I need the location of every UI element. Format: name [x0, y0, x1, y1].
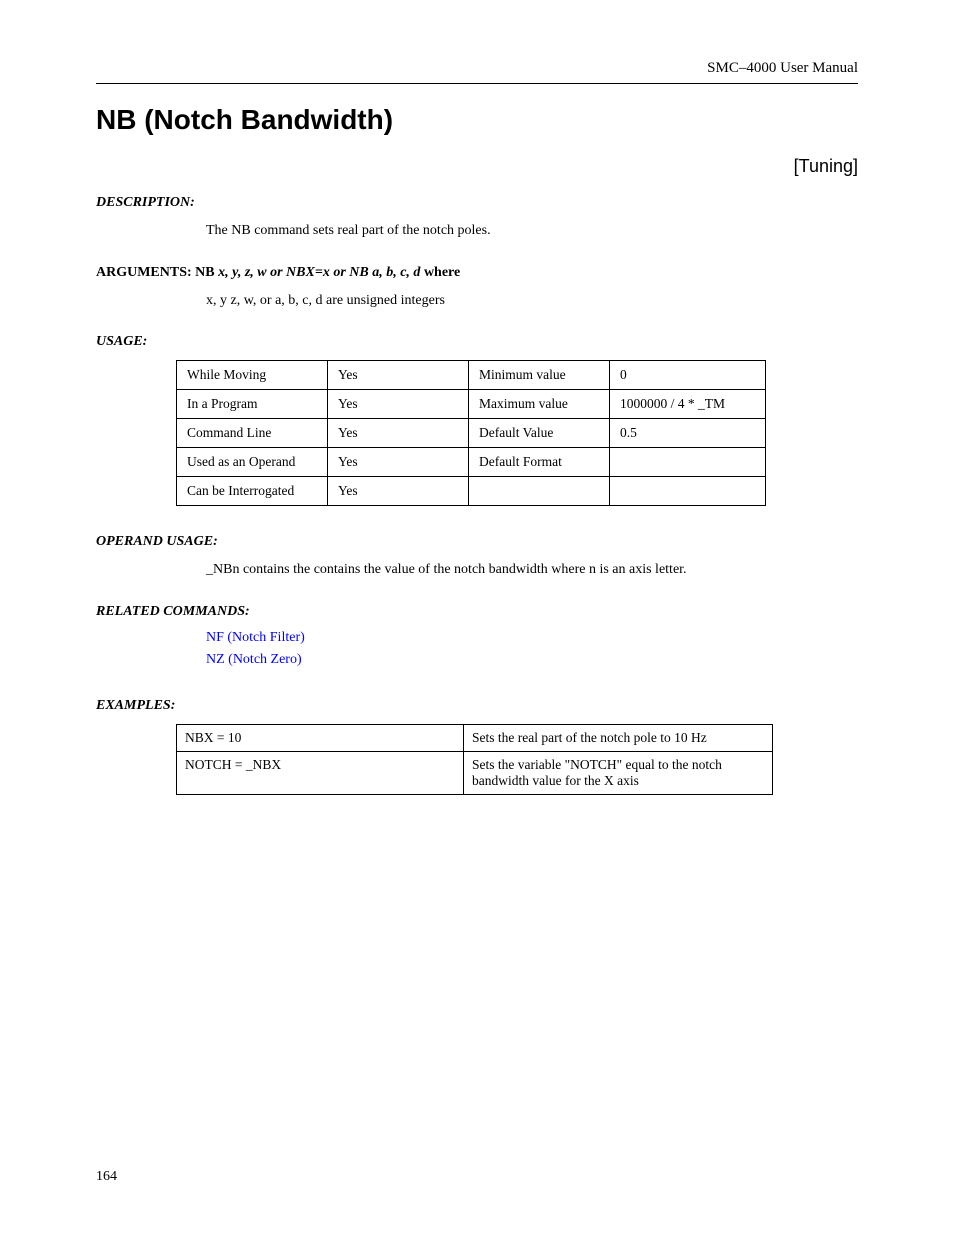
usage-label: USAGE:: [96, 334, 858, 350]
table-row: NOTCH = _NBX Sets the variable "NOTCH" e…: [177, 751, 773, 794]
table-cell: Default Value: [469, 419, 610, 448]
table-cell: [469, 477, 610, 506]
table-cell: NOTCH = _NBX: [177, 751, 464, 794]
table-cell: Used as an Operand: [177, 448, 328, 477]
usage-table: While Moving Yes Minimum value 0 In a Pr…: [176, 360, 766, 506]
arguments-lead: ARGUMENTS: NB: [96, 265, 218, 280]
table-cell: While Moving: [177, 361, 328, 390]
table-row: In a Program Yes Maximum value 1000000 /…: [177, 390, 766, 419]
table-cell: Yes: [328, 361, 469, 390]
description-body: The NB command sets real part of the not…: [206, 221, 858, 241]
header-rule: [96, 83, 858, 84]
table-cell: Can be Interrogated: [177, 477, 328, 506]
table-cell: Sets the variable "NOTCH" equal to the n…: [464, 751, 773, 794]
page-container: SMC–4000 User Manual NB (Notch Bandwidth…: [0, 0, 954, 1235]
examples-label: EXAMPLES:: [96, 698, 858, 714]
table-cell: Minimum value: [469, 361, 610, 390]
command-category: [Tuning]: [96, 156, 858, 177]
header-manual-title: SMC–4000 User Manual: [96, 60, 858, 77]
table-cell: Yes: [328, 390, 469, 419]
related-link-nz[interactable]: NZ (Notch Zero): [206, 652, 858, 668]
table-row: Used as an Operand Yes Default Format: [177, 448, 766, 477]
table-row: While Moving Yes Minimum value 0: [177, 361, 766, 390]
table-cell: In a Program: [177, 390, 328, 419]
related-commands-label: RELATED COMMANDS:: [96, 604, 858, 620]
table-cell: [610, 448, 766, 477]
arguments-label: ARGUMENTS: NB x, y, z, w or NBX=x or NB …: [96, 265, 858, 281]
table-cell: [610, 477, 766, 506]
arguments-body: x, y z, w, or a, b, c, d are unsigned in…: [206, 291, 858, 311]
table-cell: Sets the real part of the notch pole to …: [464, 724, 773, 751]
table-row: Can be Interrogated Yes: [177, 477, 766, 506]
table-cell: 0.5: [610, 419, 766, 448]
table-row: NBX = 10 Sets the real part of the notch…: [177, 724, 773, 751]
arguments-italic: x, y, z, w or NBX=x or NB a, b, c, d: [218, 265, 420, 280]
page-number: 164: [96, 1169, 117, 1185]
table-cell: Yes: [328, 419, 469, 448]
table-cell: Default Format: [469, 448, 610, 477]
arguments-trail: where: [420, 265, 460, 280]
table-cell: NBX = 10: [177, 724, 464, 751]
table-cell: Command Line: [177, 419, 328, 448]
examples-table: NBX = 10 Sets the real part of the notch…: [176, 724, 773, 795]
table-cell: Maximum value: [469, 390, 610, 419]
related-link-nf[interactable]: NF (Notch Filter): [206, 630, 858, 646]
table-cell: 0: [610, 361, 766, 390]
table-row: Command Line Yes Default Value 0.5: [177, 419, 766, 448]
operand-usage-body: _NBn contains the contains the value of …: [206, 560, 858, 580]
description-label: DESCRIPTION:: [96, 195, 858, 211]
command-title: NB (Notch Bandwidth): [96, 104, 858, 136]
table-cell: Yes: [328, 477, 469, 506]
table-cell: Yes: [328, 448, 469, 477]
table-cell: 1000000 / 4 * _TM: [610, 390, 766, 419]
operand-usage-label: OPERAND USAGE:: [96, 534, 858, 550]
